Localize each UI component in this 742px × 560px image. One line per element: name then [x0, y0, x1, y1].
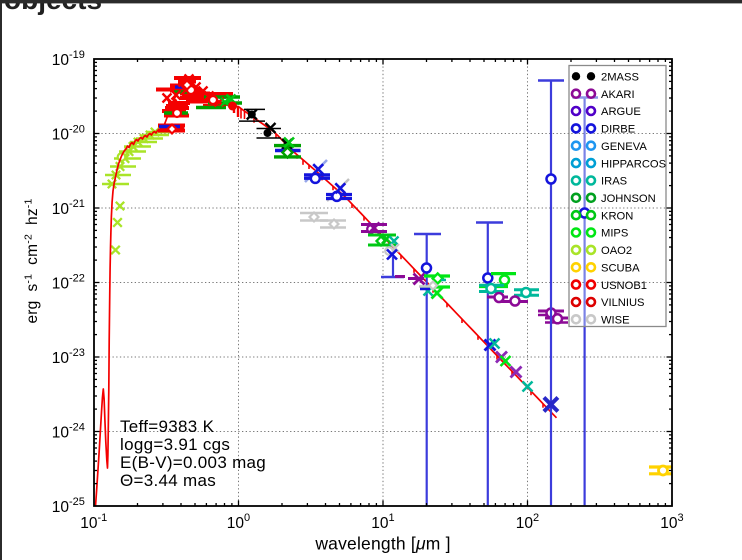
svg-text:-23: -23 [69, 347, 85, 359]
svg-text:10: 10 [660, 515, 678, 532]
svg-text:Teff=9383 K: Teff=9383 K [120, 417, 215, 436]
svg-text:DIRBE: DIRBE [601, 124, 635, 136]
svg-text:-21: -21 [69, 198, 85, 210]
svg-text:WISE: WISE [601, 315, 630, 327]
svg-text:SCUBA: SCUBA [601, 263, 640, 275]
svg-text:AKARI: AKARI [601, 89, 635, 101]
svg-text:10: 10 [52, 201, 70, 218]
svg-text:objects: objects [4, 0, 102, 15]
svg-text:-1: -1 [98, 512, 108, 524]
svg-text:2MASS: 2MASS [601, 72, 639, 84]
svg-text:OAO2: OAO2 [601, 245, 632, 257]
svg-text:-22: -22 [69, 273, 85, 285]
svg-text:MIPS: MIPS [601, 228, 628, 240]
svg-text:logg=3.91 cgs: logg=3.91 cgs [120, 435, 230, 454]
svg-text:2: 2 [533, 512, 539, 524]
svg-text:KRON: KRON [601, 210, 633, 222]
svg-text:IRAS: IRAS [601, 176, 627, 188]
svg-text:10: 10 [52, 425, 70, 442]
svg-text:E(B-V)=0.003 mag: E(B-V)=0.003 mag [120, 453, 266, 472]
svg-text:10: 10 [52, 127, 70, 144]
svg-text:3: 3 [678, 512, 684, 524]
svg-text:-20: -20 [69, 124, 85, 136]
svg-text:wavelength [μm ]: wavelength [μm ] [314, 534, 450, 554]
svg-text:10: 10 [52, 499, 70, 516]
svg-text:Θ=3.44 mas: Θ=3.44 mas [120, 471, 216, 490]
svg-text:10: 10 [371, 515, 389, 532]
svg-text:10: 10 [80, 515, 98, 532]
svg-text:10: 10 [52, 52, 70, 69]
svg-text:-25: -25 [69, 496, 85, 508]
svg-text:VILNIUS: VILNIUS [601, 297, 645, 309]
svg-text:10: 10 [52, 350, 70, 367]
svg-text:0: 0 [244, 512, 250, 524]
svg-text:-19: -19 [69, 49, 85, 61]
svg-text:ARGUE: ARGUE [601, 106, 641, 118]
svg-text:erg s-1 cm-2 hz-1: erg s-1 cm-2 hz-1 [23, 198, 42, 323]
svg-text:10: 10 [516, 515, 534, 532]
svg-text:10: 10 [52, 276, 70, 293]
svg-text:10: 10 [227, 515, 245, 532]
svg-text:JOHNSON: JOHNSON [601, 193, 656, 205]
svg-text:USNOB1: USNOB1 [601, 280, 647, 292]
svg-text:-24: -24 [69, 422, 85, 434]
svg-text:HIPPARCOS: HIPPARCOS [601, 158, 666, 170]
svg-text:GENEVA: GENEVA [601, 141, 647, 153]
svg-text:1: 1 [389, 512, 395, 524]
